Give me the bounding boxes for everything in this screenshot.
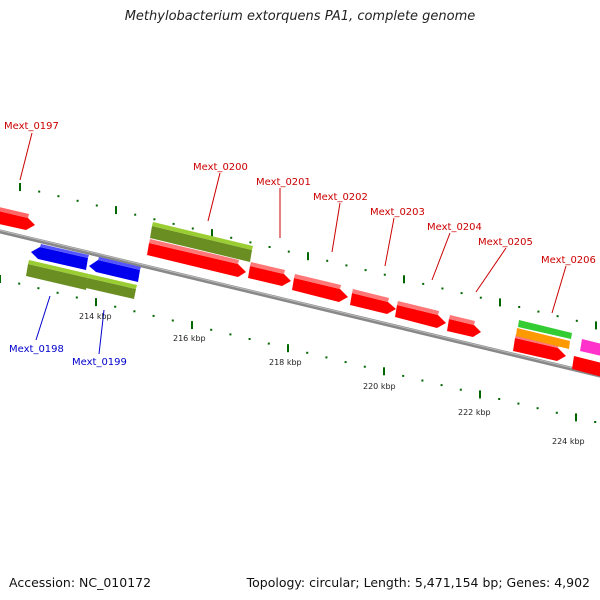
accession-text: Accession: NC_010172 xyxy=(9,575,152,590)
tick-label-220: 220 kbp xyxy=(363,382,396,391)
genome-summary-text: Topology: circular; Length: 5,471,154 bp… xyxy=(246,575,590,590)
backbone-line xyxy=(0,229,600,378)
cds-mext-0197[interactable] xyxy=(0,209,35,230)
cds-mext-0205-top xyxy=(449,315,475,325)
cds-mext-0199[interactable] xyxy=(89,260,140,282)
gene-label-mext-0199: Mext_0199 xyxy=(72,357,127,368)
gene-feature-mext-0198[interactable] xyxy=(26,264,88,290)
leader-mext-0206 xyxy=(551,265,567,314)
cds-next-offscreen[interactable] xyxy=(572,356,600,379)
other-feature[interactable] xyxy=(580,339,600,358)
tick-label-218: 218 kbp xyxy=(269,358,302,367)
leader-mext-0202 xyxy=(331,202,341,253)
cds-mext-0202-top xyxy=(294,274,341,289)
lower-tick-row xyxy=(0,275,597,423)
leader-mext-0198 xyxy=(35,295,51,341)
leader-mext-0199 xyxy=(98,309,105,355)
tick-label-222: 222 kbp xyxy=(458,408,491,417)
gene-label-mext-0205: Mext_0205 xyxy=(478,237,533,248)
leader-mext-0204 xyxy=(431,232,451,281)
gene-label-mext-0206: Mext_0206 xyxy=(541,255,596,266)
leader-mext-0205 xyxy=(475,247,507,293)
gene-feature-mext-0200-top xyxy=(152,222,253,250)
tick-label-224: 224 kbp xyxy=(552,437,585,446)
cds-mext-0201-top xyxy=(250,262,285,274)
tick-label-216: 216 kbp xyxy=(173,334,206,343)
cds-mext-0203-top xyxy=(352,289,389,302)
gene-label-mext-0200: Mext_0200 xyxy=(193,162,248,173)
backbone-highlight xyxy=(0,229,600,376)
cds-mext-0204[interactable] xyxy=(395,305,446,328)
rrna-feature[interactable] xyxy=(516,328,570,349)
tick-label-214: 214 kbp xyxy=(79,312,112,321)
gene-label-mext-0198: Mext_0198 xyxy=(9,344,64,355)
leader-mext-0197 xyxy=(19,132,33,181)
cds-mext-0203[interactable] xyxy=(350,293,396,314)
cds-mext-0198[interactable] xyxy=(31,247,88,270)
gene-label-mext-0204: Mext_0204 xyxy=(427,222,482,233)
cds-mext-0198-top xyxy=(40,244,89,258)
leader-mext-0203 xyxy=(384,217,395,267)
label-leaders xyxy=(19,132,567,355)
cds-mext-0201[interactable] xyxy=(248,266,291,286)
cds-mext-0202[interactable] xyxy=(292,278,348,302)
upper-tick-row xyxy=(19,183,597,330)
cds-mext-0206[interactable] xyxy=(513,338,566,361)
gene-label-mext-0197: Mext_0197 xyxy=(4,121,59,132)
gene-feature-mext-0199[interactable] xyxy=(86,278,136,299)
cds-mext-0204-top xyxy=(397,301,439,315)
map-title: Methylobacterium extorquens PA1, complet… xyxy=(124,9,476,24)
gene-feature-mext-0200[interactable] xyxy=(150,226,252,262)
cds-mext-0197-top xyxy=(0,207,29,218)
cds-mext-0200[interactable] xyxy=(147,243,246,277)
gene-feature-mext-0199-top xyxy=(88,274,137,289)
gene-label-mext-0201: Mext_0201 xyxy=(256,177,311,188)
gene-label-mext-0202: Mext_0202 xyxy=(313,192,368,203)
leader-mext-0200 xyxy=(207,172,221,222)
cds-mext-0199-top xyxy=(98,257,141,270)
gene-label-mext-0203: Mext_0203 xyxy=(370,207,425,218)
trna-feature[interactable] xyxy=(518,320,572,339)
cds-mext-0200-top xyxy=(149,239,239,264)
gene-feature-mext-0198-top xyxy=(28,260,89,278)
cds-mext-0205[interactable] xyxy=(447,319,481,337)
